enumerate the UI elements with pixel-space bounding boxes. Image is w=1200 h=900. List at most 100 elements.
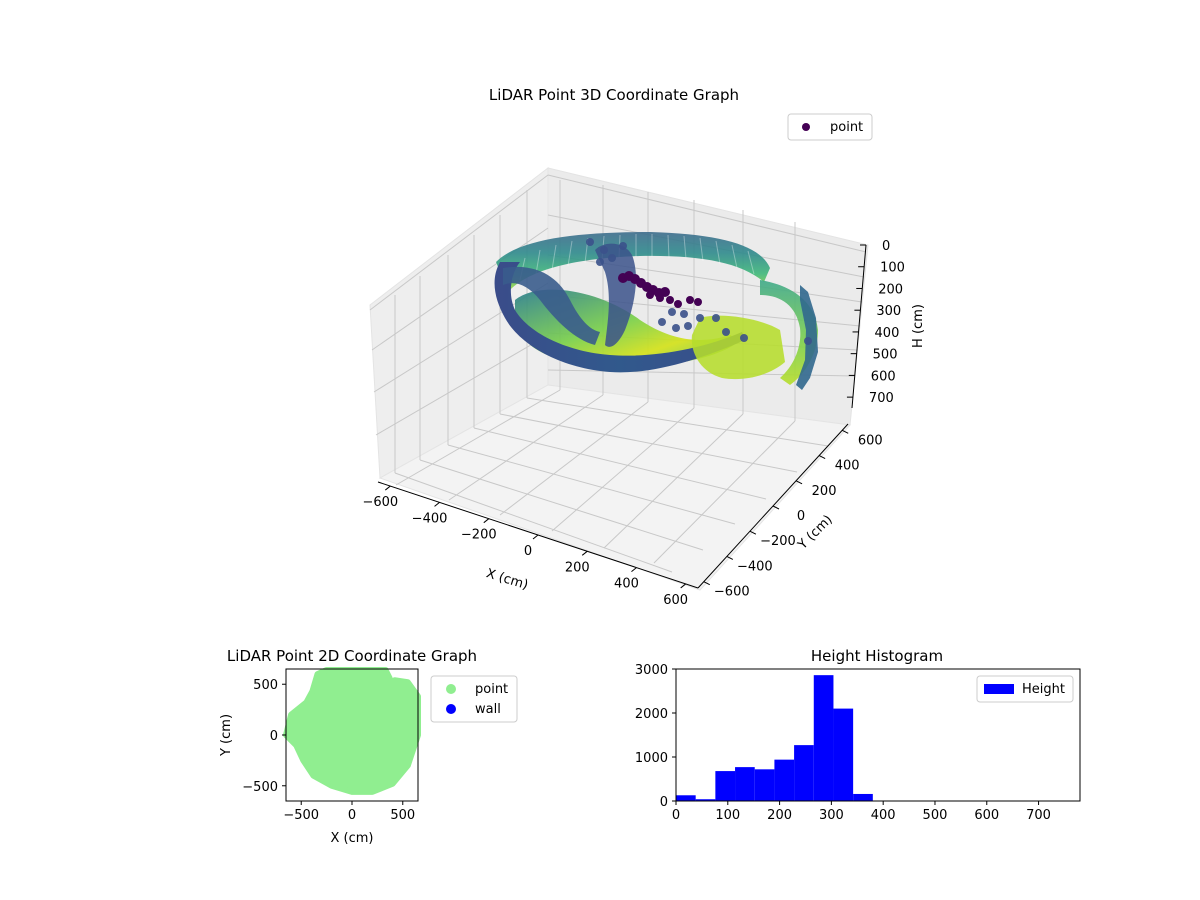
hist-ytick-label: 3000 — [635, 663, 668, 678]
legend-marker-height — [984, 684, 1014, 694]
ztick-tick-label: 400 — [875, 326, 900, 341]
ztick-tick-label: 100 — [880, 261, 905, 276]
hist-xtick-label: 600 — [974, 808, 999, 823]
hist-ytick-label: 1000 — [635, 751, 668, 766]
histogram-bar — [715, 771, 736, 801]
histogram-frame — [675, 668, 1081, 802]
ytick-tick-label: −400 — [737, 559, 773, 574]
hist-xtick-label: 500 — [923, 808, 948, 823]
ztick-tick-label: 500 — [873, 348, 898, 363]
legend-label-point-2d: point — [475, 682, 508, 697]
ytick-tick-label: −200 — [760, 534, 796, 549]
hist-xtick-label: 300 — [819, 808, 844, 823]
ytick-tick-mark — [726, 556, 734, 560]
c2-xtick-label: 0 — [348, 808, 356, 823]
hist-xtick-label: 700 — [1026, 808, 1051, 823]
histogram-bar — [833, 708, 854, 801]
point-cloud-central-column — [595, 243, 636, 347]
histogram-bar — [794, 745, 814, 801]
chart-3d: LiDAR Point 3D Coordinate Graph — [362, 86, 926, 608]
histogram-title: Height Histogram — [811, 647, 943, 665]
z-axis-3d-label: H (cm) — [911, 304, 926, 348]
scatter-point-cloud — [283, 667, 421, 795]
legend-box — [787, 113, 873, 141]
ytick-tick-mark — [818, 455, 826, 459]
histogram-bar — [735, 767, 755, 801]
xtick-tick-mark — [532, 534, 539, 540]
xtick-tick-mark — [384, 485, 391, 491]
point-cloud-scattered-points — [586, 238, 812, 345]
histogram-bar — [695, 799, 716, 801]
ytick-tick-mark — [703, 581, 710, 586]
hist-xtick-label: 200 — [767, 808, 792, 823]
ytick-tick-mark — [842, 429, 849, 434]
legend-label-height: Height — [1022, 682, 1065, 697]
c2-ytick-label: 500 — [253, 678, 278, 693]
legend-label-point: point — [830, 120, 863, 135]
xtick-tick-label: 600 — [663, 593, 688, 608]
chart-3d-legend: point — [787, 113, 873, 141]
xtick-tick-label: −400 — [412, 511, 448, 526]
ytick-tick-mark — [772, 505, 780, 510]
z-axis-3d: 0 100 200 300 400 500 600 700 H (cm) — [846, 239, 926, 409]
ytick-tick-label: −600 — [714, 585, 750, 600]
point-cloud-curved-wall — [494, 262, 745, 373]
hist-xtick-label: 100 — [715, 808, 740, 823]
legend-box-hist — [976, 675, 1074, 703]
legend-marker-point-2d — [446, 684, 456, 694]
c2-xtick-label: −500 — [283, 808, 319, 823]
hist-ytick-label: 0 — [660, 795, 668, 810]
histogram-bar — [774, 759, 795, 801]
ytick-tick-mark — [795, 480, 803, 485]
ytick-tick-label: 400 — [835, 459, 860, 474]
ytick-tick-label: 600 — [858, 433, 883, 448]
chart-2d-ylabel: Y (cm) — [219, 714, 234, 757]
hist-xtick-label: 0 — [672, 808, 680, 823]
ytick-tick-label: 200 — [812, 484, 837, 499]
ytick-tick-label: 0 — [797, 509, 805, 524]
chart-2d-xlabel: X (cm) — [331, 831, 374, 846]
pane-back — [547, 167, 869, 426]
chart-2d: LiDAR Point 2D Coordinate Graph −500 0 500… — [219, 647, 518, 846]
legend-label-wall-2d: wall — [475, 702, 501, 717]
histogram-bar — [676, 795, 696, 801]
histogram-bar — [813, 675, 834, 801]
chart-histogram: Height Histogram 0 100 200 300 400 500 600 700 0… — [635, 647, 1081, 823]
ztick-tick-label: 200 — [878, 282, 903, 297]
xtick-tick-label: 0 — [524, 544, 532, 559]
chart-2d-legend: point wall — [430, 675, 518, 723]
hist-xtick-label: 400 — [871, 808, 896, 823]
ztick-tick-label: 0 — [882, 239, 890, 254]
ytick-tick-mark — [749, 530, 757, 535]
xtick-tick-mark — [680, 583, 687, 589]
point-cloud — [494, 232, 818, 390]
point-cloud-high-points — [618, 271, 702, 308]
c2-ytick-label: 0 — [270, 729, 278, 744]
xtick-tick-mark — [631, 567, 637, 573]
point-cloud-upper-ring — [496, 232, 770, 292]
chart-3d-title: LiDAR Point 3D Coordinate Graph — [489, 86, 739, 104]
c2-ytick-label: −500 — [242, 780, 278, 795]
histogram-bar — [853, 793, 873, 801]
xtick-tick-label: −600 — [362, 495, 398, 510]
pane-floor — [378, 384, 852, 591]
ztick-tick-label: 300 — [876, 304, 901, 319]
xtick-tick-mark — [434, 501, 440, 507]
histogram-bar — [754, 769, 775, 801]
histogram-legend: Height — [976, 675, 1074, 703]
legend-marker-wall-2d — [446, 704, 456, 714]
point-cloud-wall-fold — [503, 266, 600, 345]
xtick-tick-label: −200 — [461, 528, 497, 543]
xtick-tick-label: 400 — [614, 577, 639, 592]
c2-xtick-label: 500 — [390, 808, 415, 823]
x-axis-3d-label: X (cm) — [484, 566, 530, 593]
legend-marker-point — [802, 123, 810, 131]
z-axis-line — [851, 244, 867, 409]
ztick-tick-label: 600 — [871, 369, 896, 384]
ztick-tick-label: 700 — [869, 391, 894, 406]
point-cloud-floor-patch — [691, 315, 785, 380]
chart-2d-title: LiDAR Point 2D Coordinate Graph — [227, 647, 477, 665]
xtick-tick-label: 200 — [565, 560, 590, 575]
hist-ytick-label: 2000 — [635, 707, 668, 722]
